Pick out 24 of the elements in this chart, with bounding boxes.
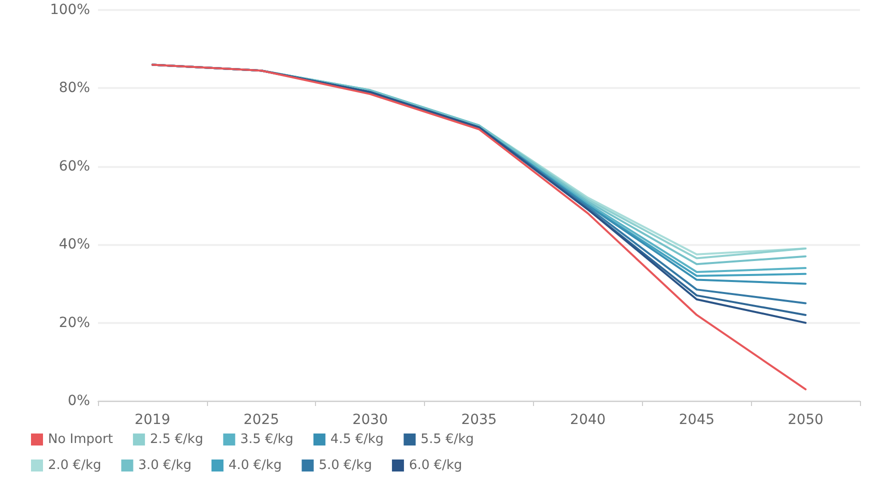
legend-label: 6.0 €/kg [408,458,462,473]
legend-label: No Import [48,432,113,447]
legend-label: 2.5 €/kg [150,432,204,447]
y-tick-label: 60% [58,158,90,174]
x-tick-label: 2030 [352,412,388,428]
y-tick-label: 40% [58,236,90,253]
y-tick-label: 20% [58,314,90,331]
y-tick-label: 100% [50,2,90,18]
x-tick-label: 2035 [461,412,497,428]
x-tick-label: 2050 [788,412,824,428]
legend-label: 5.5 €/kg [420,432,474,447]
legend-label: 3.5 €/kg [240,432,294,447]
legend-label: 2.0 €/kg [48,458,102,473]
legend-label: 4.5 €/kg [330,432,384,447]
y-tick-label: 0% [68,393,90,409]
x-tick-label: 2019 [134,412,170,428]
legend-label: 3.0 €/kg [138,458,192,473]
legend-label: 5.0 €/kg [318,458,372,473]
x-tick-label: 2040 [570,412,606,428]
x-tick-label: 2045 [678,412,715,428]
y-tick-label: 80% [58,80,90,96]
x-tick-label: 2025 [243,412,280,428]
legend-label: 4.0 €/kg [228,458,282,473]
line-series [151,64,807,390]
